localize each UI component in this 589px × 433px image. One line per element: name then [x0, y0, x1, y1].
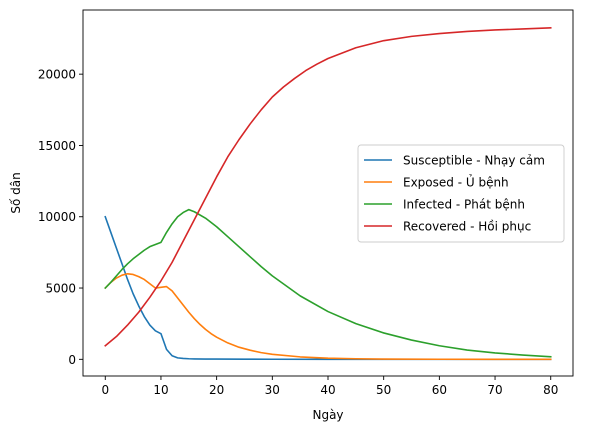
- x-tick-label: 70: [487, 383, 502, 397]
- x-tick-label: 40: [320, 383, 335, 397]
- x-tick-label: 60: [432, 383, 447, 397]
- legend-label-0: Susceptible - Nhạy cảm: [403, 154, 545, 168]
- x-tick-label: 80: [543, 383, 558, 397]
- legend-label-1: Exposed - Ủ bệnh: [403, 174, 509, 190]
- legend: Susceptible - Nhạy cảm Exposed - Ủ bệnh In…: [358, 145, 564, 242]
- y-tick-label: 0: [68, 353, 76, 367]
- x-tick-label: 10: [153, 383, 168, 397]
- y-tick-label: 10000: [38, 210, 76, 224]
- x-tick-label: 50: [376, 383, 391, 397]
- y-tick-label: 20000: [38, 68, 76, 82]
- legend-label-3: Recovered - Hồi phục: [403, 220, 531, 234]
- y-axis-label: Số dân: [9, 172, 23, 213]
- x-tick-label: 20: [209, 383, 224, 397]
- x-tick-label: 0: [101, 383, 109, 397]
- y-tick-label: 15000: [38, 139, 76, 153]
- legend-label-2: Infected - Phát bệnh: [403, 198, 525, 212]
- y-tick-label: 5000: [45, 282, 76, 296]
- x-tick-label: 30: [265, 383, 280, 397]
- x-axis-label: Ngày: [312, 408, 343, 422]
